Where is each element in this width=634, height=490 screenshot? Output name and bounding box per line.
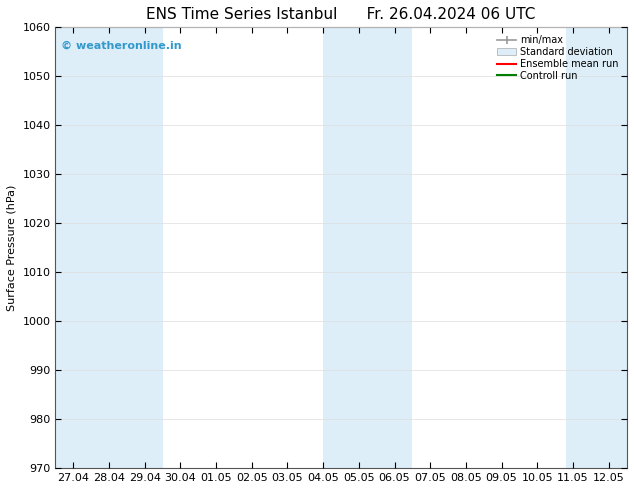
- Bar: [566, 27, 626, 468]
- Bar: [56, 27, 162, 468]
- Legend: min/max, Standard deviation, Ensemble mean run, Controll run: min/max, Standard deviation, Ensemble me…: [494, 32, 622, 84]
- Bar: [323, 27, 412, 468]
- Text: © weatheronline.in: © weatheronline.in: [61, 41, 182, 50]
- Y-axis label: Surface Pressure (hPa): Surface Pressure (hPa): [7, 185, 17, 311]
- Title: ENS Time Series Istanbul      Fr. 26.04.2024 06 UTC: ENS Time Series Istanbul Fr. 26.04.2024 …: [146, 7, 536, 22]
